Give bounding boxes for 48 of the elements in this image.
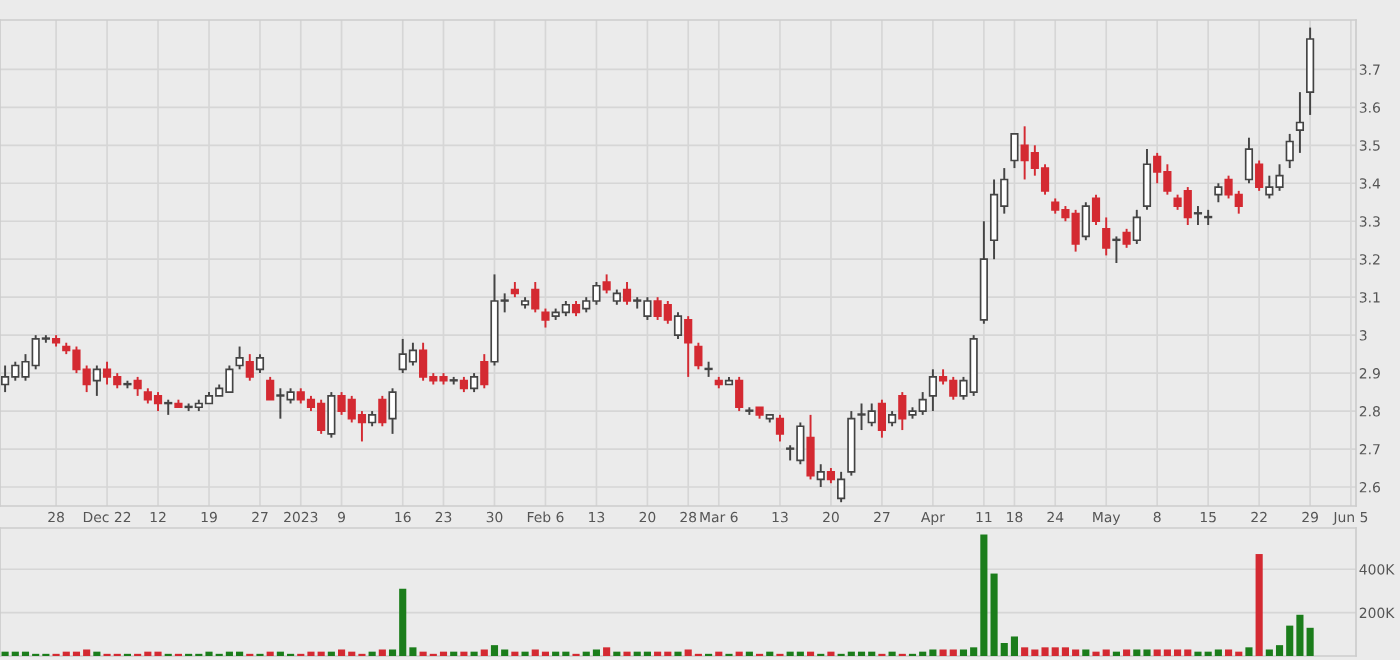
bar bbox=[1306, 627, 1314, 656]
candlestick bbox=[735, 375, 744, 413]
candlestick bbox=[541, 307, 550, 329]
candlestick bbox=[1112, 235, 1121, 264]
candlestick bbox=[684, 315, 693, 378]
candlestick bbox=[694, 341, 703, 371]
candlestick bbox=[1214, 182, 1223, 204]
candlestick bbox=[531, 281, 540, 314]
candlestick bbox=[928, 368, 937, 413]
candlestick bbox=[1285, 132, 1294, 170]
bar bbox=[1082, 649, 1090, 656]
candlestick bbox=[816, 463, 825, 488]
candlestick bbox=[480, 353, 489, 390]
candlestick bbox=[1091, 193, 1101, 226]
candlestick bbox=[1132, 208, 1141, 245]
bar bbox=[1123, 649, 1131, 656]
candlestick bbox=[1102, 216, 1111, 257]
candlestick bbox=[1295, 91, 1305, 154]
bar bbox=[480, 649, 488, 656]
candlestick bbox=[378, 394, 387, 428]
bar bbox=[603, 647, 611, 656]
candlestick bbox=[266, 375, 275, 401]
candlestick bbox=[92, 364, 101, 397]
candlestick bbox=[1081, 201, 1090, 242]
candlestick bbox=[602, 273, 611, 295]
candlestick bbox=[775, 413, 785, 443]
candlestick bbox=[1193, 205, 1203, 226]
candlestick bbox=[673, 311, 683, 340]
candlestick bbox=[255, 353, 265, 375]
candlestick bbox=[898, 391, 907, 432]
candlestick bbox=[1255, 159, 1264, 192]
candlestick bbox=[388, 387, 397, 435]
candlestick bbox=[877, 398, 887, 439]
candlestick bbox=[1010, 132, 1019, 170]
candlestick bbox=[1122, 227, 1131, 249]
candlestick bbox=[327, 391, 336, 439]
candlestick bbox=[622, 281, 632, 306]
candlestick bbox=[1142, 148, 1152, 211]
candlestick bbox=[806, 413, 815, 481]
bar bbox=[1245, 647, 1253, 656]
candlestick bbox=[1244, 136, 1254, 185]
candlestick bbox=[133, 375, 142, 397]
bar bbox=[378, 649, 386, 656]
candlestick bbox=[469, 372, 479, 394]
bar bbox=[1255, 554, 1263, 656]
candlestick bbox=[245, 353, 254, 382]
candlestick bbox=[235, 345, 244, 371]
candlestick bbox=[837, 470, 846, 504]
